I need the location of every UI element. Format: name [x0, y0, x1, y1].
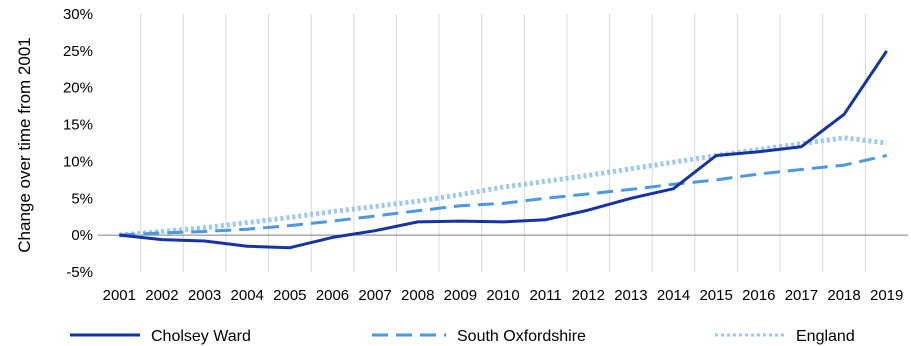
x-tick-label: 2018 [827, 287, 860, 304]
x-tick-label: 2007 [358, 287, 391, 304]
y-axis-ticks: -5% 0% 5% 10% 15% 20% 25% 30% [63, 6, 93, 281]
x-tick-label: 2006 [316, 287, 349, 304]
y-axis-label: Change over time from 2001 [15, 37, 34, 252]
x-axis-ticks: 2001 2002 2003 2004 2005 2006 2007 2008 2009 2010… [103, 287, 904, 304]
grid-lines [140, 14, 866, 272]
legend: Cholsey Ward South Oxfordshire England [70, 328, 855, 345]
x-tick-label: 2017 [785, 287, 818, 304]
y-tick-label: 25% [63, 43, 93, 60]
x-tick-label: 2016 [742, 287, 775, 304]
series-lines [119, 50, 888, 250]
legend-label: Cholsey Ward [151, 328, 251, 345]
legend-label: England [796, 328, 855, 345]
x-tick-label: 2014 [657, 287, 690, 304]
x-tick-label: 2019 [870, 287, 903, 304]
y-tick-label: 0% [71, 227, 93, 244]
y-tick-label: -5% [66, 264, 93, 281]
x-tick-label: 2011 [529, 287, 561, 304]
x-tick-label: 2013 [614, 287, 647, 304]
legend-label: South Oxfordshire [457, 328, 586, 345]
x-tick-label: 2010 [486, 287, 519, 304]
x-tick-label: 2015 [699, 287, 732, 304]
y-tick-label: 20% [63, 80, 93, 97]
x-tick-label: 2002 [145, 287, 178, 304]
series-line [119, 154, 888, 237]
y-tick-label: 30% [63, 6, 93, 23]
x-tick-label: 2004 [231, 287, 264, 304]
y-tick-label: 15% [63, 117, 93, 134]
series-line [119, 135, 888, 238]
series-line [119, 50, 888, 250]
x-tick-label: 2003 [188, 287, 221, 304]
x-tick-label: 2009 [444, 287, 477, 304]
x-tick-label: 2012 [572, 287, 605, 304]
x-tick-label: 2008 [401, 287, 434, 304]
y-tick-label: 5% [71, 190, 93, 207]
x-tick-label: 2005 [273, 287, 306, 304]
x-tick-label: 2001 [103, 287, 136, 304]
y-tick-label: 10% [63, 153, 93, 170]
